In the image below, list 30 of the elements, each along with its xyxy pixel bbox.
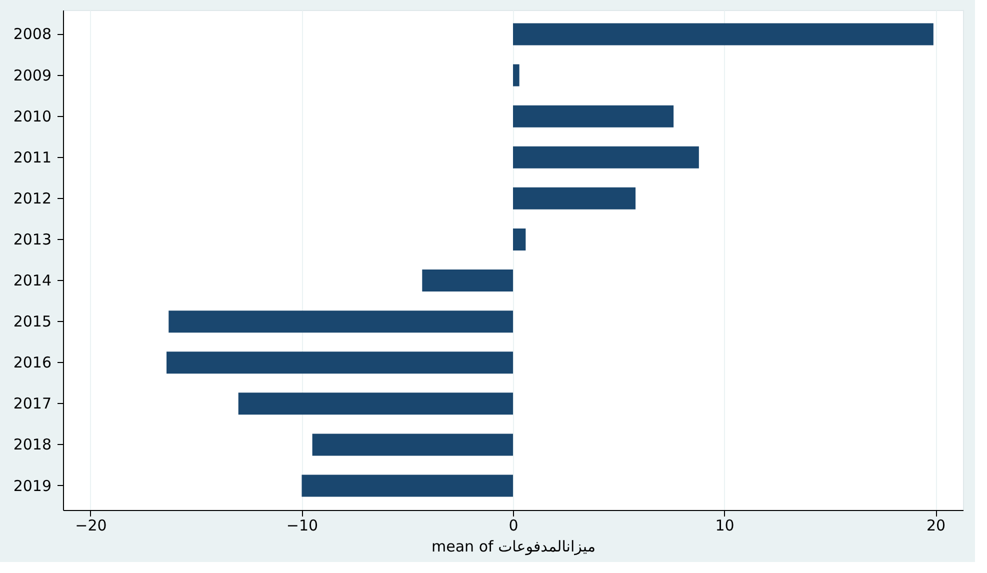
bar bbox=[513, 146, 699, 168]
y-tick-label: 2016 bbox=[13, 354, 52, 372]
bar bbox=[422, 270, 513, 292]
bar bbox=[513, 187, 636, 210]
bar bbox=[513, 105, 674, 128]
y-tick-label: 2018 bbox=[13, 436, 52, 454]
y-tick-label: 2012 bbox=[13, 189, 52, 208]
bar bbox=[513, 228, 526, 250]
bar bbox=[168, 310, 513, 333]
x-tick-label: −20 bbox=[75, 516, 107, 534]
bar bbox=[513, 23, 934, 46]
x-axis-title: mean of ميزانالمدفوعات bbox=[432, 538, 596, 556]
y-tick-label: 2009 bbox=[13, 66, 52, 84]
y-tick-label: 2015 bbox=[13, 312, 52, 331]
bar bbox=[302, 474, 513, 497]
x-tick-label: 10 bbox=[715, 516, 734, 534]
bar bbox=[238, 392, 513, 415]
x-tick-label: 0 bbox=[508, 516, 518, 534]
bar bbox=[166, 352, 513, 374]
y-tick-label: 2011 bbox=[13, 148, 52, 166]
y-tick-label: 2008 bbox=[13, 25, 52, 44]
y-tick-label: 2013 bbox=[13, 230, 52, 248]
x-tick-label: 20 bbox=[926, 516, 946, 534]
y-tick-label: 2017 bbox=[13, 394, 52, 413]
x-tick-label: −10 bbox=[286, 516, 318, 534]
y-tick-label: 2019 bbox=[13, 476, 52, 495]
y-tick-label: 2010 bbox=[13, 107, 52, 126]
y-tick-label: 2014 bbox=[13, 272, 52, 290]
bar bbox=[513, 64, 520, 86]
bar bbox=[312, 434, 513, 456]
